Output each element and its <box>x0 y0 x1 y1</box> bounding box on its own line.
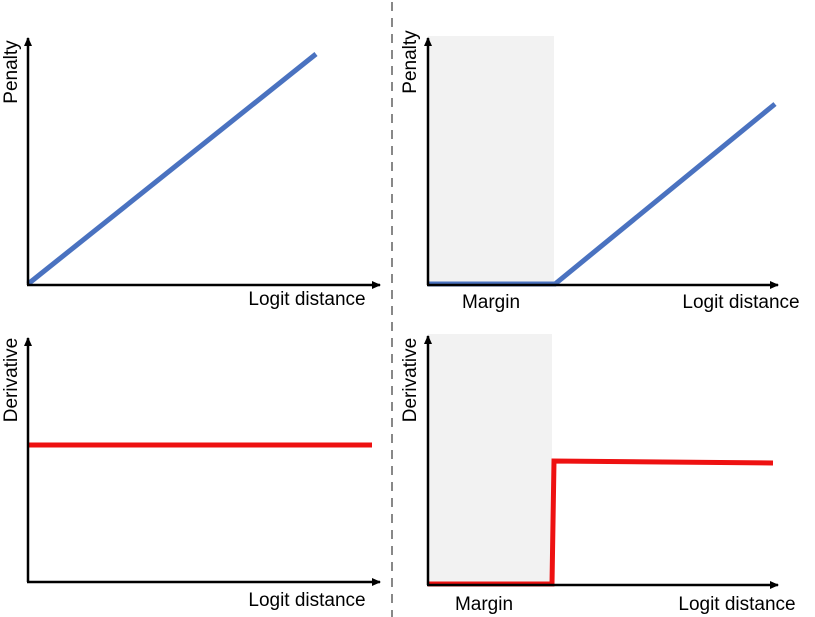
margin-label: Margin <box>455 594 513 615</box>
y-label: Derivative <box>400 338 421 422</box>
penalty-curve <box>26 52 318 286</box>
margin-region <box>428 334 552 585</box>
margin-region <box>428 36 554 285</box>
x-label: Logit distance <box>248 590 365 611</box>
panel: Penalty Margin Logit distance <box>400 30 800 313</box>
panel: Derivative Margin Logit distance <box>400 334 796 615</box>
margin-label: Margin <box>462 292 520 313</box>
x-label: Logit distance <box>678 594 795 615</box>
y-label: Derivative <box>1 338 22 422</box>
panel: Penalty Logit distance <box>1 37 381 310</box>
x-label: Logit distance <box>248 289 365 310</box>
y-label: Penalty <box>400 30 421 94</box>
panel: Derivative Logit distance <box>1 337 381 611</box>
y-label: Penalty <box>1 40 22 104</box>
x-label: Logit distance <box>682 292 799 313</box>
